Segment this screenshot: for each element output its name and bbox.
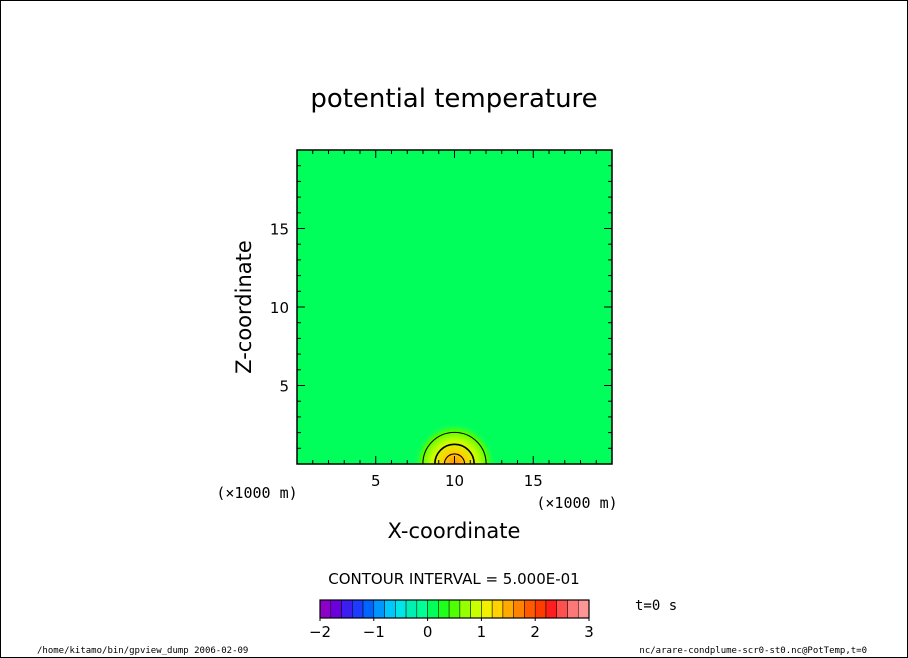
colorbar-swatch bbox=[567, 599, 579, 619]
x-axis-label: X-coordinate bbox=[388, 519, 521, 543]
colorbar: −2 −1 0 1 2 3 bbox=[309, 599, 594, 641]
colorbar-swatch bbox=[481, 599, 493, 619]
potential-temperature-field bbox=[297, 150, 612, 464]
x-tick-label: 5 bbox=[371, 472, 381, 490]
colorbar-tick-label: 2 bbox=[530, 623, 540, 641]
colorbar-swatch bbox=[330, 599, 342, 619]
colorbar-swatch bbox=[524, 599, 536, 619]
thermal-anomaly bbox=[412, 422, 497, 464]
time-label: t=0 s bbox=[635, 598, 677, 614]
x-tick-label: 15 bbox=[524, 472, 543, 490]
colorbar-swatch bbox=[438, 599, 450, 619]
colorbar-swatch bbox=[319, 599, 332, 619]
colorbar-swatch bbox=[459, 599, 471, 619]
z-tick-label: 5 bbox=[279, 378, 289, 396]
colorbar-swatch bbox=[502, 599, 514, 619]
colorbar-swatch bbox=[427, 599, 439, 619]
colorbar-tick-label: 1 bbox=[477, 623, 487, 641]
colorbar-tick-label: 3 bbox=[584, 623, 594, 641]
contour-line bbox=[422, 431, 487, 464]
colorbar-swatch bbox=[534, 599, 547, 619]
z-tick-label: 15 bbox=[270, 221, 289, 239]
colorbar-border bbox=[319, 599, 590, 619]
colorbar-swatch bbox=[352, 599, 364, 619]
colorbar-swatch bbox=[470, 599, 482, 619]
footer-left: /home/kitamo/bin/gpview_dump 2006-02-09 bbox=[37, 646, 248, 656]
colorbar-swatch bbox=[395, 599, 407, 619]
contour-line bbox=[434, 443, 475, 464]
colorbar-swatch bbox=[384, 599, 396, 619]
z-tick-label: 10 bbox=[270, 299, 289, 317]
plot-axes: 5 5 10 10 15 15 bbox=[270, 149, 613, 490]
colorbar-swatch bbox=[416, 599, 428, 619]
field-background bbox=[297, 150, 612, 464]
colorbar-swatch bbox=[556, 599, 568, 619]
contour-interval-text: CONTOUR INTERVAL = 5.000E-01 bbox=[328, 570, 579, 588]
colorbar-swatch bbox=[448, 599, 461, 619]
z-axis-label: Z-coordinate bbox=[232, 240, 256, 374]
colorbar-swatch bbox=[545, 599, 557, 619]
colorbar-swatch bbox=[405, 599, 418, 619]
x-unit-label-right: (×1000 m) bbox=[536, 494, 617, 512]
colorbar-tick-label: −2 bbox=[309, 623, 331, 641]
colorbar-swatch bbox=[341, 599, 353, 619]
colorbar-tick-label: 0 bbox=[423, 623, 433, 641]
footer-right: nc/arare-condplume-scr0-st0.nc@PotTemp,t… bbox=[639, 646, 867, 656]
colorbar-swatch bbox=[577, 599, 590, 619]
colorbar-tick-label: −1 bbox=[363, 623, 385, 641]
colorbar-swatch bbox=[373, 599, 385, 619]
x-unit-label-left: (×1000 m) bbox=[216, 484, 297, 502]
colorbar-swatch bbox=[491, 599, 504, 619]
chart-title: potential temperature bbox=[310, 84, 597, 114]
x-tick-label: 10 bbox=[445, 472, 464, 490]
colorbar-swatch bbox=[362, 599, 375, 619]
colorbar-swatch bbox=[513, 599, 525, 619]
